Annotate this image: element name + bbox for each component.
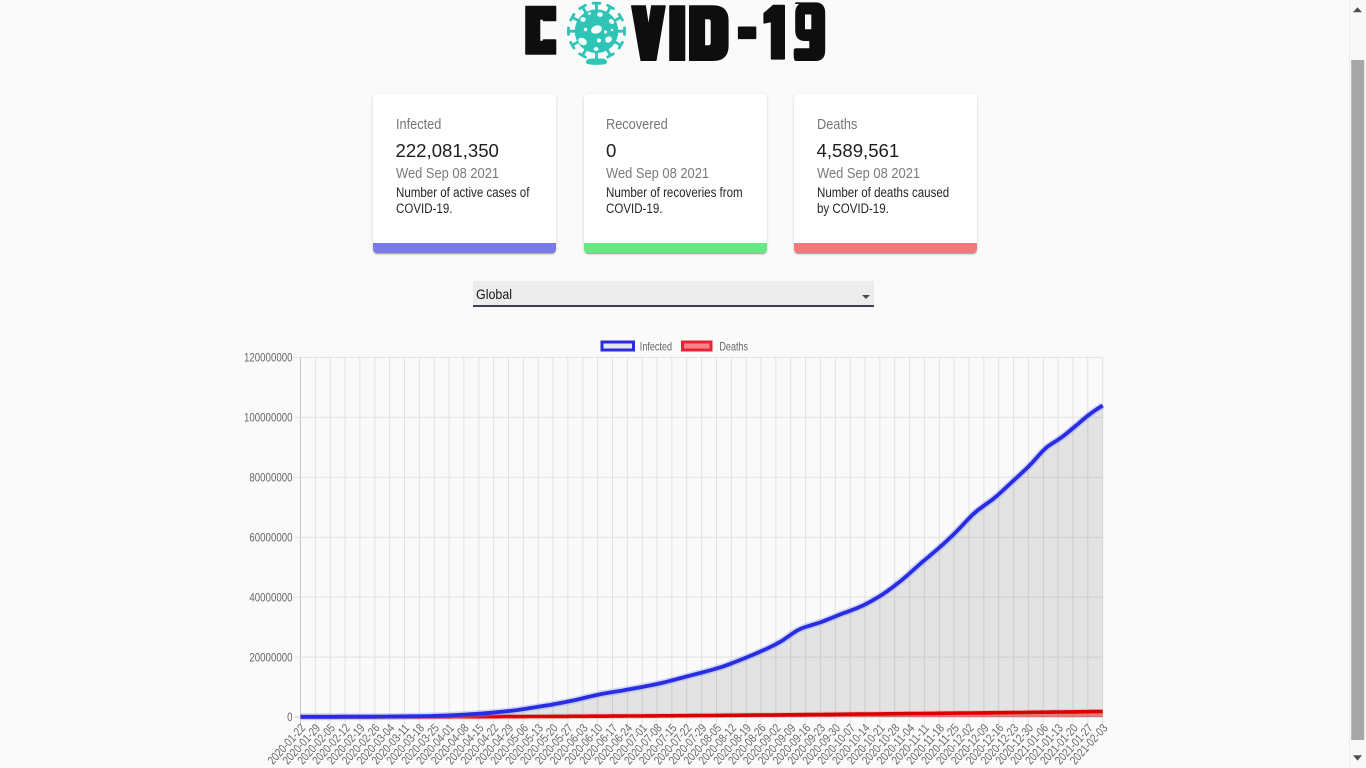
svg-text:80000000: 80000000 (249, 471, 292, 485)
svg-text:60000000: 60000000 (249, 530, 292, 544)
svg-text:20000000: 20000000 (249, 650, 292, 664)
svg-text:0: 0 (287, 710, 293, 724)
svg-text:100000000: 100000000 (244, 411, 293, 425)
svg-text:Deaths: Deaths (719, 340, 748, 354)
svg-text:120000000: 120000000 (244, 351, 293, 365)
svg-text:Infected: Infected (640, 340, 672, 354)
svg-text:40000000: 40000000 (249, 590, 292, 604)
